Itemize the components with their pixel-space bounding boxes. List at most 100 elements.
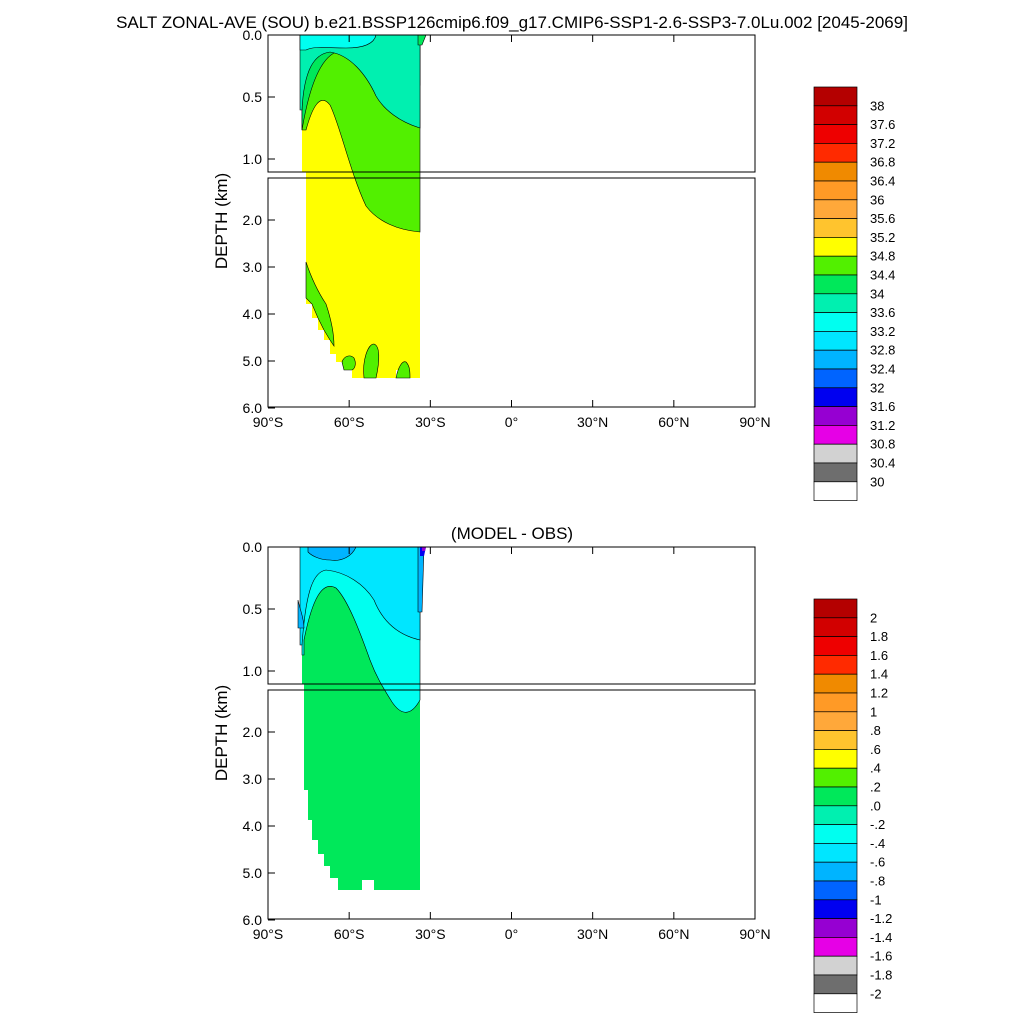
panel-1-region-deep-patch-c: [341, 355, 356, 371]
colorbar-label: 30.8: [870, 437, 895, 452]
colorbar-label: -2: [870, 986, 882, 1001]
colorbar-swatch: [813, 843, 858, 863]
colorbar-label: 37.2: [870, 136, 895, 151]
x-tick-label: 30°S: [415, 414, 446, 430]
x-tick-label: 90°S: [253, 414, 284, 430]
colorbar-swatch: [813, 462, 858, 483]
y-tick-label: 3.0: [243, 771, 263, 787]
colorbar-label: 34: [870, 286, 884, 301]
panel-1-axes: 90°S 60°S 30°S 0° 30°N 60°N 90°N 0.0 0.5 1.0 2.0 3.…: [243, 27, 771, 430]
x-tick-label: 90°S: [253, 926, 284, 942]
x-tick-label: 30°S: [415, 926, 446, 942]
colorbar-label: .0: [870, 798, 881, 813]
y-tick-label: 0.0: [243, 27, 263, 43]
colorbar-label: 36: [870, 192, 884, 207]
panel-1-region-deep-left: [305, 261, 335, 347]
panel-1: 90°S 60°S 30°S 0° 30°N 60°N 90°N 0.0 0.5 1.0 2.0 3.…: [212, 27, 895, 501]
panel-1-ylabel: DEPTH (km): [212, 173, 231, 269]
panel-2-axes: 90°S 60°S 30°S 0° 30°N 60°N 90°N 0.0 0.5 1.0 2.0 3.…: [243, 539, 771, 942]
x-tick-label: 30°N: [577, 926, 608, 942]
colorbar-label: -1.8: [870, 968, 892, 983]
colorbar-label: 1: [870, 704, 877, 719]
colorbar-swatch: [813, 180, 858, 201]
figure-title: SALT ZONAL-AVE (SOU) b.e21.BSSP126cmip6.…: [116, 13, 908, 32]
colorbar-label: 32.4: [870, 362, 895, 377]
panel-2-ylabel: DEPTH (km): [212, 685, 231, 781]
colorbar-swatch: [813, 274, 858, 295]
colorbar-label: 31.6: [870, 399, 895, 414]
colorbar-swatch: [813, 937, 858, 957]
colorbar-swatch: [813, 692, 858, 713]
colorbar-swatch: [813, 105, 858, 125]
colorbar-label: 1.8: [870, 629, 888, 644]
colorbar-swatch: [813, 673, 858, 694]
colorbar-label: 30: [870, 474, 884, 489]
colorbar-label: 38: [870, 98, 884, 113]
colorbar-swatch: [813, 711, 858, 731]
colorbar-swatch: [813, 368, 858, 389]
colorbar-swatch: [813, 655, 858, 675]
colorbar-swatch: [813, 805, 858, 825]
colorbar-label: 1.4: [870, 667, 888, 682]
colorbar-swatch: [813, 199, 858, 219]
x-tick-label: 60°S: [334, 414, 365, 430]
y-tick-label: 4.0: [243, 818, 263, 834]
colorbar-swatch: [813, 161, 858, 182]
colorbar-label: 1.2: [870, 686, 888, 701]
colorbar-label: 36.8: [870, 155, 895, 170]
colorbar-label: 37.6: [870, 117, 895, 132]
panel-2-region-surface-pocket: [297, 599, 305, 629]
y-tick-label: 2.0: [243, 212, 263, 228]
x-tick-label: 90°N: [739, 414, 770, 430]
colorbar-swatch: [813, 899, 858, 919]
colorbar-swatch: [813, 237, 858, 257]
colorbar-label: -1.6: [870, 949, 892, 964]
x-tick-label: 60°N: [658, 414, 689, 430]
panel-2-colorbar: 21.81.61.41.21.8.6.4.2.0-.2-.4-.6-.8-1-1…: [813, 598, 892, 1013]
panel-2-region-neg06: [299, 546, 421, 646]
colorbar-label: 34.8: [870, 249, 895, 264]
y-tick-label: 1.0: [243, 663, 263, 679]
panel-1-colorbar: 38 37.6 37.2 36.8 36.4 36 35.6 35.2 34.8 34.4 34 33…: [813, 86, 895, 501]
y-tick-label: 6.0: [243, 912, 263, 928]
colorbar-swatch: [813, 406, 858, 426]
panel-1-data-fill: [299, 34, 427, 379]
panel-2-title: (MODEL - OBS): [451, 524, 573, 543]
colorbar-label: -1.2: [870, 911, 892, 926]
colorbar-swatch: [813, 86, 858, 107]
colorbar-label: -1: [870, 892, 882, 907]
y-tick-label: 5.0: [243, 865, 263, 881]
colorbar-swatch: [813, 730, 858, 750]
panel-2: (MODEL - OBS) 90°S 60°S 30°S 0° 30°N 60°N 90°N…: [212, 524, 892, 1013]
colorbar-label: -1.4: [870, 930, 892, 945]
colorbar-swatch: [813, 786, 858, 807]
colorbar-swatch: [813, 880, 858, 901]
colorbar-swatch: [813, 331, 858, 351]
colorbar-swatch: [813, 387, 858, 407]
colorbar-label: 32: [870, 380, 884, 395]
colorbar-label: .2: [870, 780, 881, 795]
panel-1-region-surface-top: [299, 34, 377, 51]
x-tick-label: 30°N: [577, 414, 608, 430]
colorbar-label: 1.6: [870, 648, 888, 663]
colorbar-swatch: [813, 481, 858, 501]
colorbar-label: 35.6: [870, 211, 895, 226]
x-tick-label: 60°S: [334, 926, 365, 942]
colorbar-swatch: [813, 974, 858, 995]
colorbar-label: 35.2: [870, 230, 895, 245]
y-tick-label: 5.0: [243, 353, 263, 369]
y-tick-label: 2.0: [243, 724, 263, 740]
colorbar-label: .4: [870, 761, 881, 776]
panel-1-region-deep-patch-a: [363, 343, 380, 379]
colorbar-swatch: [813, 993, 858, 1013]
colorbar-label: 33.6: [870, 305, 895, 320]
colorbar-label: 30.4: [870, 456, 895, 471]
colorbar-label: 2: [870, 610, 877, 625]
colorbar-swatch: [813, 349, 858, 370]
panel-2-data-fill: [297, 546, 426, 890]
colorbar-swatch: [813, 255, 858, 276]
panel-1-region-deep-patch-b: [395, 361, 411, 379]
panel-1-region-surface-right: [417, 34, 427, 46]
panel-2-region-right-edge: [417, 546, 425, 613]
